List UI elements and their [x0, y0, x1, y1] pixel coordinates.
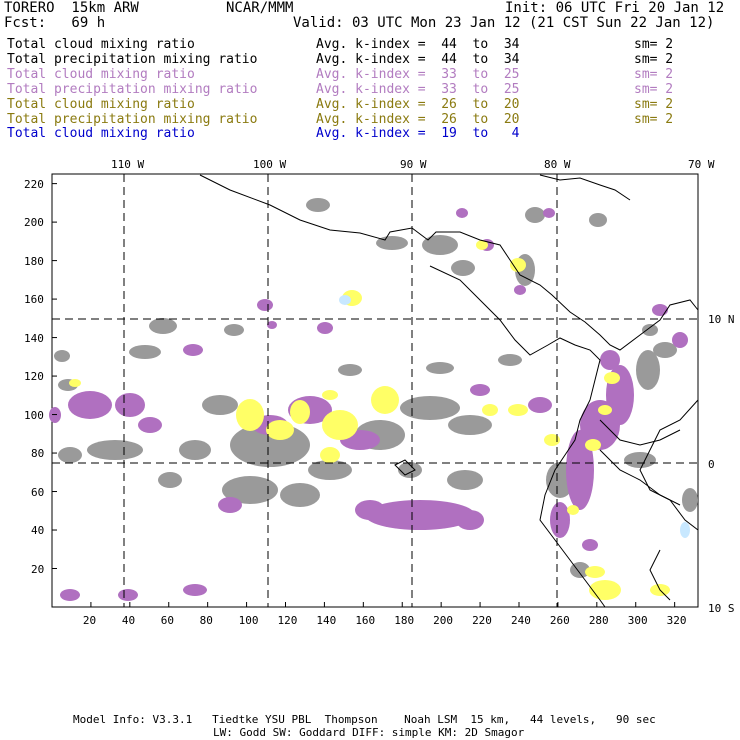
lon-label-80w: 80 W	[544, 158, 571, 171]
y-tick-label: 160	[24, 293, 44, 307]
legend-sm-1: sm= 2	[634, 37, 674, 52]
legend-field-4: Total precipitation mixing ratio	[7, 82, 258, 97]
lat-label-10n: 10 N	[708, 313, 735, 326]
y-tick-label: 180	[24, 254, 44, 268]
legend-sm-6: sm= 2	[634, 112, 674, 127]
legend-index-4: Avg. k-index = 33 to 25	[316, 82, 520, 97]
x-tick-label: 240	[510, 614, 531, 627]
forecast-hour: Fcst: 69 h	[4, 15, 106, 31]
x-tick-label: 200	[433, 614, 454, 627]
legend-field-5: Total cloud mixing ratio	[7, 97, 195, 112]
legend-index-2: Avg. k-index = 44 to 34	[316, 52, 520, 67]
x-tick-label: 300	[627, 614, 648, 627]
legend-field-7: Total cloud mixing ratio	[7, 126, 195, 141]
x-tick-label: 280	[588, 614, 609, 627]
x-tick-label: 160	[355, 614, 376, 627]
init-time: Init: 06 UTC Fri 20 Jan 12	[505, 0, 725, 16]
y-tick-label: 120	[24, 370, 44, 384]
legend-index-7: Avg. k-index = 19 to 4	[316, 126, 520, 141]
legend-sm-4: sm= 2	[634, 82, 674, 97]
legend-field-3: Total cloud mixing ratio	[7, 67, 195, 82]
model-title: TORERO 15km ARW	[4, 0, 139, 16]
physics-info: LW: Godd SW: Goddard DIFF: simple KM: 2D…	[213, 726, 525, 739]
x-tick-label: 140	[316, 614, 337, 627]
x-tick-label: 180	[394, 614, 415, 627]
legend-index-3: Avg. k-index = 33 to 25	[316, 67, 520, 82]
lon-label-70w: 70 W	[688, 158, 715, 171]
y-tick-label: 80	[31, 447, 45, 461]
center-name: NCAR/MMM	[226, 0, 294, 16]
y-tick-label: 20	[31, 562, 45, 576]
x-tick-label: 100	[238, 614, 259, 627]
x-tick-label: 320	[666, 614, 687, 627]
x-tick-label: 80	[199, 614, 213, 627]
legend-sm-5: sm= 2	[634, 97, 674, 112]
legend-sm-3: sm= 2	[634, 67, 674, 82]
axis-ticks	[52, 183, 676, 607]
lon-label-110w: 110 W	[111, 158, 145, 171]
blue-cloud-areas	[339, 295, 690, 538]
lat-label-10s: 10 S	[708, 602, 735, 615]
x-tick-label: 20	[82, 614, 97, 627]
x-tick-label: 60	[160, 614, 174, 627]
y-tick-label: 200	[24, 216, 44, 230]
x-tick-label: 220	[472, 614, 492, 627]
x-tick-label: 120	[277, 614, 298, 627]
legend-index-5: Avg. k-index = 26 to 20	[316, 97, 520, 112]
gray-cloud-areas	[54, 198, 698, 578]
legend-field-1: Total cloud mixing ratio	[7, 37, 195, 52]
y-tick-label: 100	[24, 408, 44, 422]
y-tick-label: 140	[24, 331, 44, 345]
legend-sm-2: sm= 2	[634, 52, 674, 67]
lon-label-100w: 100 W	[253, 158, 287, 171]
legend-index-6: Avg. k-index = 26 to 20	[316, 112, 520, 127]
y-tick-label: 220	[24, 177, 44, 191]
latlon-grid	[52, 174, 698, 607]
y-tick-label: 40	[31, 524, 45, 538]
lat-label-0: 0	[708, 458, 715, 471]
model-info: Model Info: V3.3.1 Tiedtke YSU PBL Thomp…	[73, 713, 656, 726]
legend-field-6: Total precipitation mixing ratio	[7, 112, 258, 127]
valid-time: Valid: 03 UTC Mon 23 Jan 12 (21 CST Sun …	[293, 15, 715, 31]
x-tick-label: 260	[549, 614, 570, 627]
lon-label-90w: 90 W	[400, 158, 427, 171]
y-tick-label: 60	[31, 485, 45, 499]
legend-index-1: Avg. k-index = 44 to 34	[316, 37, 520, 52]
x-tick-label: 40	[121, 614, 136, 627]
yellow-cloud-areas	[69, 240, 670, 600]
legend-field-2: Total precipitation mixing ratio	[7, 52, 258, 67]
